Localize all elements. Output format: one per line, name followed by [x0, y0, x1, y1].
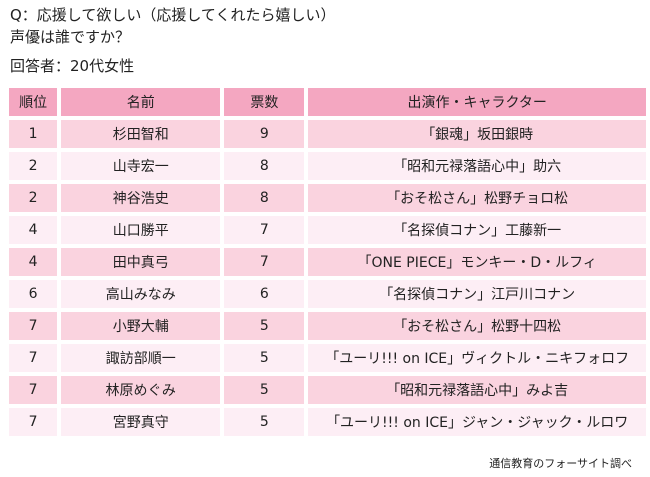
table-row: 2 神谷浩史 8 「おそ松さん」松野チョロ松 — [9, 184, 646, 212]
name-cell: 山寺宏一 — [61, 152, 221, 180]
work-cell: 「名探偵コナン」江戸川コナン — [308, 280, 646, 308]
votes-cell: 5 — [224, 376, 305, 404]
header-rank: 順位 — [9, 88, 58, 116]
name-cell: 林原めぐみ — [61, 376, 221, 404]
rank-cell: 4 — [9, 248, 58, 276]
work-cell: 「昭和元禄落語心中」助六 — [308, 152, 646, 180]
rank-cell: 1 — [9, 120, 58, 148]
name-cell: 諏訪部順一 — [61, 344, 221, 372]
table-row: 4 田中真弓 7 「ONE PIECE」モンキー・D・ルフィ — [9, 248, 646, 276]
votes-cell: 6 — [224, 280, 305, 308]
name-cell: 高山みなみ — [61, 280, 221, 308]
name-cell: 小野大輔 — [61, 312, 221, 340]
name-cell: 田中真弓 — [61, 248, 221, 276]
work-cell: 「ONE PIECE」モンキー・D・ルフィ — [308, 248, 646, 276]
rank-cell: 7 — [9, 344, 58, 372]
work-cell: 「昭和元禄落語心中」みよ吉 — [308, 376, 646, 404]
rank-cell: 7 — [9, 312, 58, 340]
votes-cell: 8 — [224, 152, 305, 180]
table-row: 1 杉田智和 9 「銀魂」坂田銀時 — [9, 120, 646, 148]
question-line-2: 声優は誰ですか？ — [10, 28, 131, 46]
rank-cell: 6 — [9, 280, 58, 308]
work-cell: 「名探偵コナン」工藤新一 — [308, 216, 646, 244]
table-row: 7 小野大輔 5 「おそ松さん」松野十四松 — [9, 312, 646, 340]
source-credit: 通信教育のフォーサイト調べ — [489, 457, 632, 470]
rank-cell: 4 — [9, 216, 58, 244]
rank-cell: 2 — [9, 184, 58, 212]
header-name: 名前 — [61, 88, 221, 116]
table-row: 4 山口勝平 7 「名探偵コナン」工藤新一 — [9, 216, 646, 244]
name-cell: 杉田智和 — [61, 120, 221, 148]
rank-cell: 7 — [9, 408, 58, 436]
name-cell: 宮野真守 — [61, 408, 221, 436]
work-cell: 「おそ松さん」松野十四松 — [308, 312, 646, 340]
header-work: 出演作・キャラクター — [308, 88, 646, 116]
survey-question: Q：応援して欲しい（応援してくれたら嬉しい） 声優は誰ですか？ — [10, 4, 335, 48]
table-row: 7 宮野真守 5 「ユーリ!!! on ICE」ジャン・ジャック・ルロワ — [9, 408, 646, 436]
work-cell: 「ユーリ!!! on ICE」ヴィクトル・ニキフォロフ — [308, 344, 646, 372]
name-cell: 山口勝平 — [61, 216, 221, 244]
table-row: 2 山寺宏一 8 「昭和元禄落語心中」助六 — [9, 152, 646, 180]
votes-cell: 7 — [224, 248, 305, 276]
votes-cell: 8 — [224, 184, 305, 212]
ranking-table: 順位 名前 票数 出演作・キャラクター 1 杉田智和 9 「銀魂」坂田銀時 2 山寺宏一 8… — [5, 84, 650, 440]
votes-cell: 5 — [224, 344, 305, 372]
table-row: 7 林原めぐみ 5 「昭和元禄落語心中」みよ吉 — [9, 376, 646, 404]
rank-cell: 2 — [9, 152, 58, 180]
rank-cell: 7 — [9, 376, 58, 404]
table-header-row: 順位 名前 票数 出演作・キャラクター — [9, 88, 646, 116]
table-row: 7 諏訪部順一 5 「ユーリ!!! on ICE」ヴィクトル・ニキフォロフ — [9, 344, 646, 372]
question-line-1: Q：応援して欲しい（応援してくれたら嬉しい） — [10, 6, 336, 24]
votes-cell: 9 — [224, 120, 305, 148]
ranking-table-body: 1 杉田智和 9 「銀魂」坂田銀時 2 山寺宏一 8 「昭和元禄落語心中」助六 2 神谷浩史 8 「お… — [9, 120, 646, 436]
votes-cell: 5 — [224, 312, 305, 340]
header-votes: 票数 — [224, 88, 305, 116]
work-cell: 「おそ松さん」松野チョロ松 — [308, 184, 646, 212]
name-cell: 神谷浩史 — [61, 184, 221, 212]
table-row: 6 高山みなみ 6 「名探偵コナン」江戸川コナン — [9, 280, 646, 308]
work-cell: 「ユーリ!!! on ICE」ジャン・ジャック・ルロワ — [308, 408, 646, 436]
work-cell: 「銀魂」坂田銀時 — [308, 120, 646, 148]
votes-cell: 7 — [224, 216, 305, 244]
respondents-label: 回答者：20代女性 — [10, 57, 135, 75]
votes-cell: 5 — [224, 408, 305, 436]
